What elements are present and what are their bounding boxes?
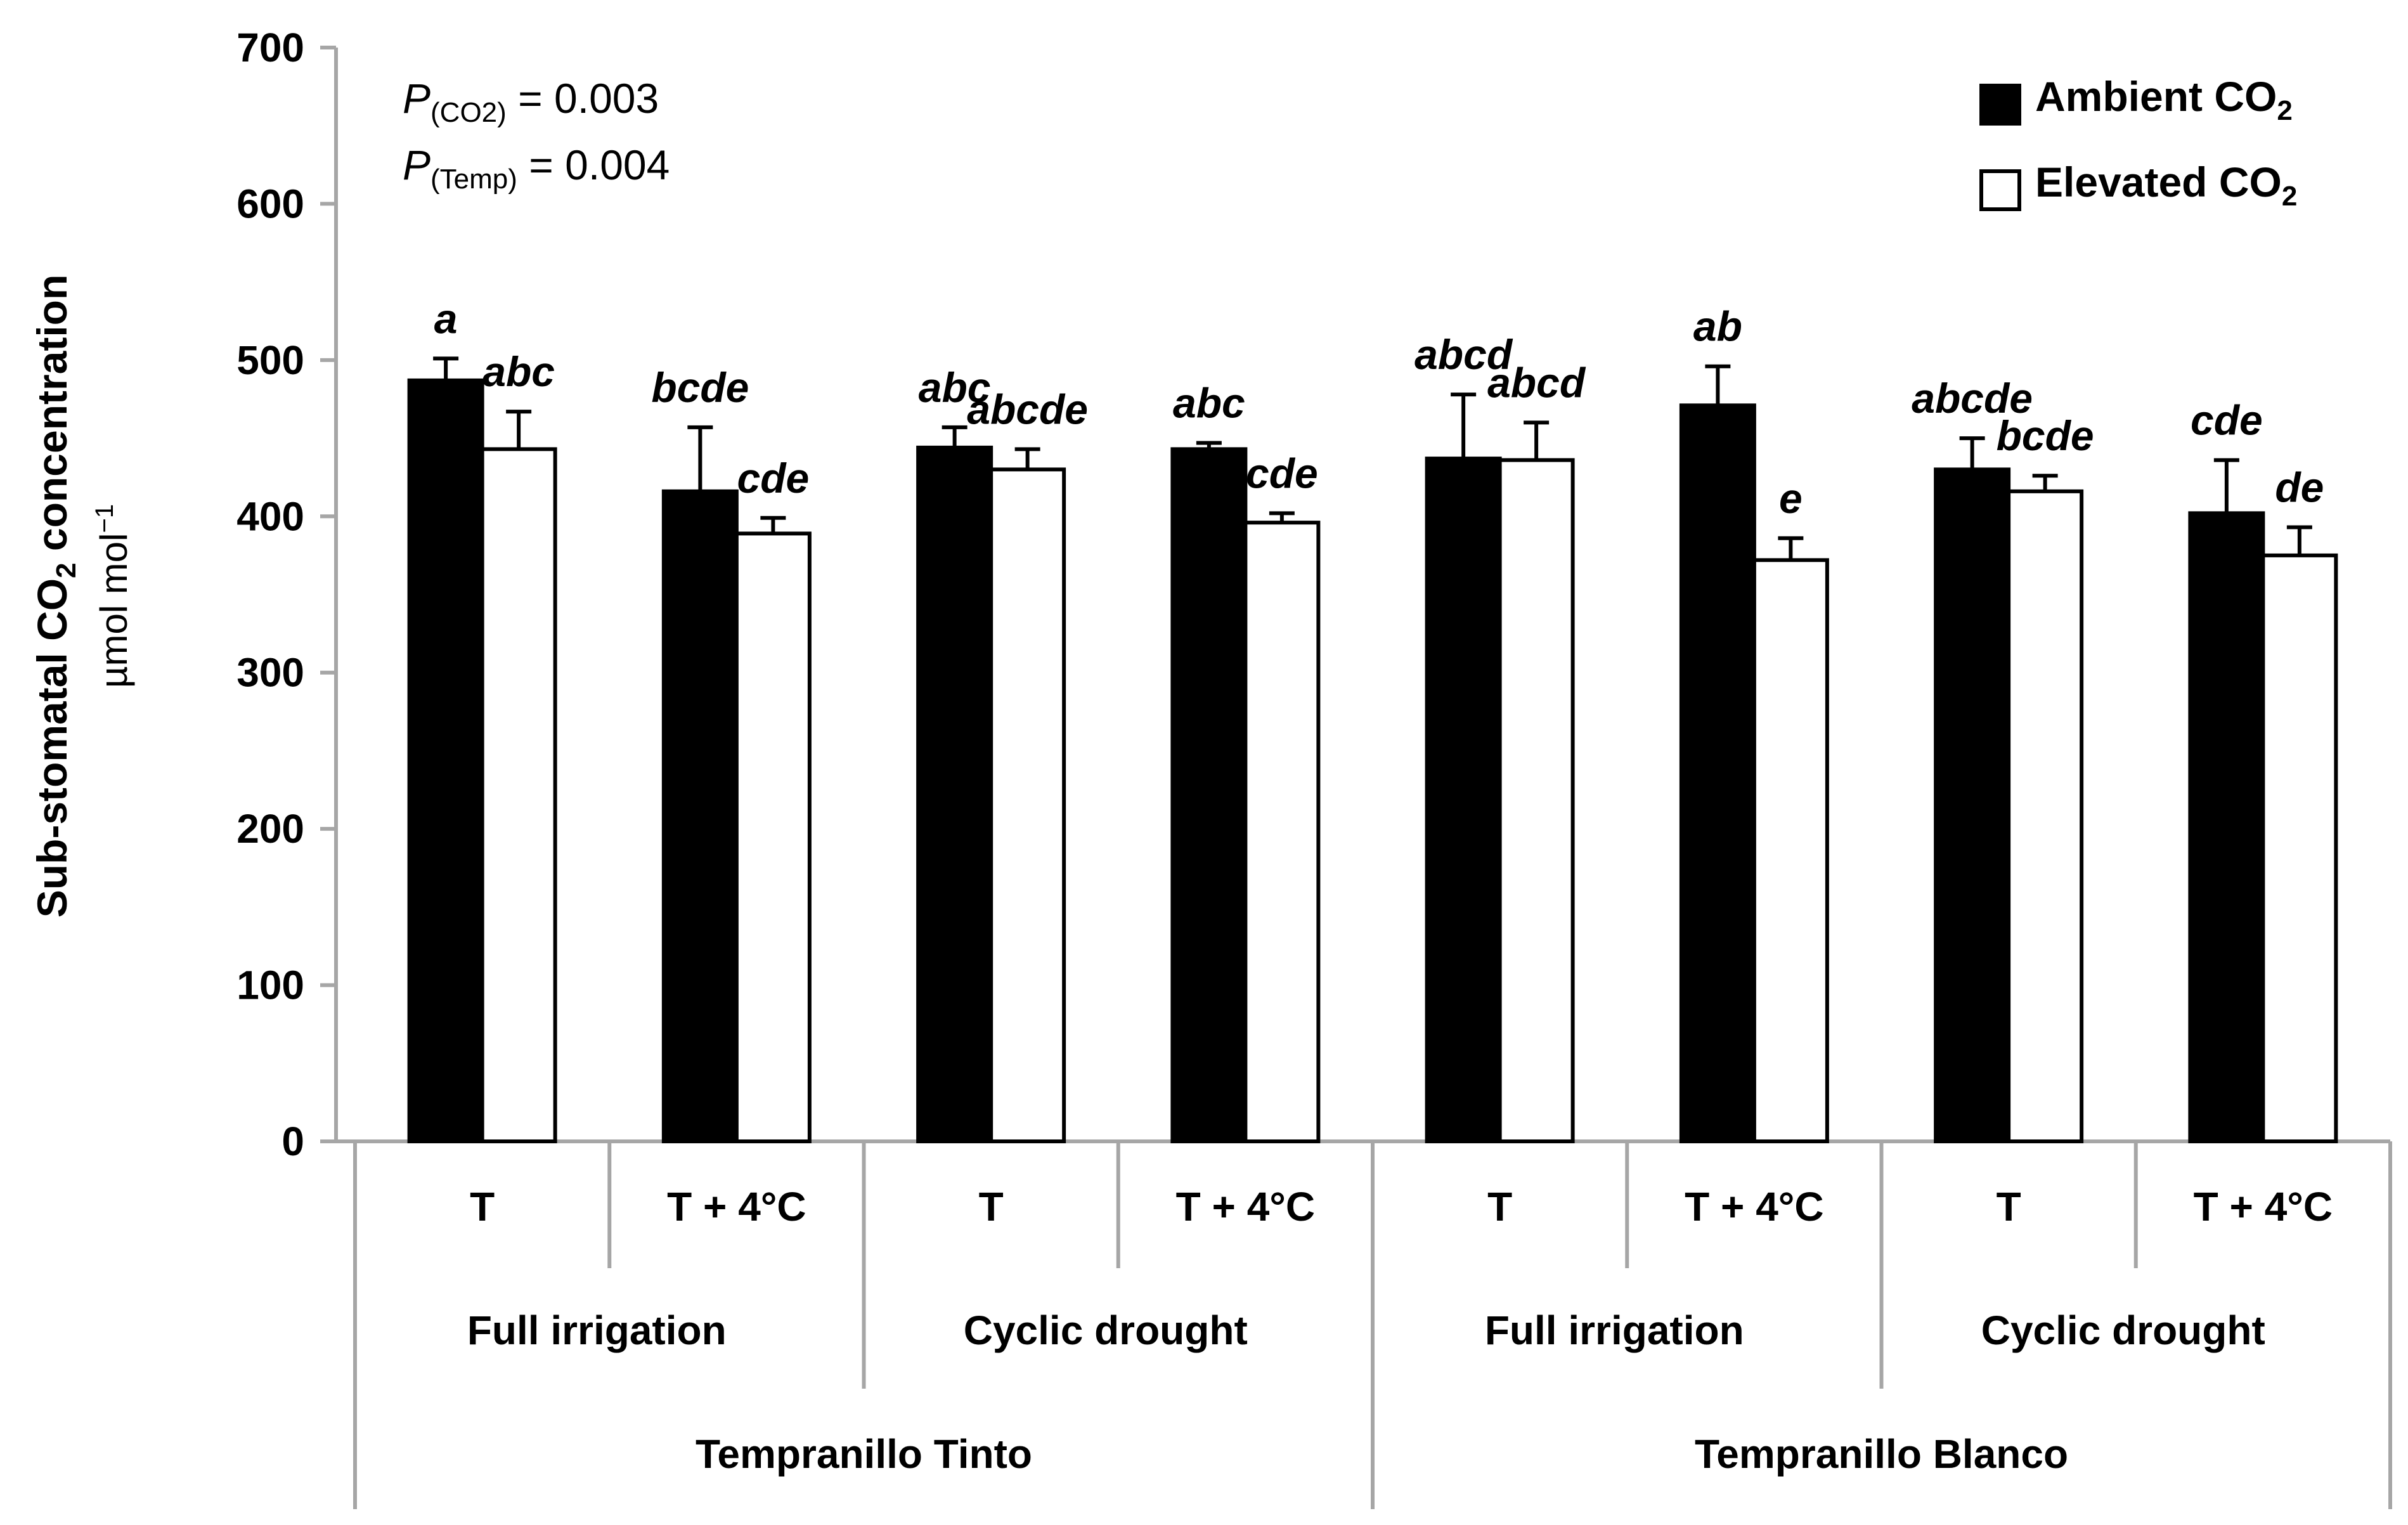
- significance-label-elevated: abcde: [967, 386, 1088, 432]
- y-axis-title: Sub-stomatal CO2 concentration: [29, 275, 82, 918]
- temperature-label: T: [1997, 1184, 2021, 1230]
- significance-label-elevated: cde: [737, 455, 810, 502]
- irrigation-label: Cyclic drought: [1981, 1308, 2265, 1353]
- y-tick-label: 500: [236, 337, 304, 383]
- bar-elevated: [734, 531, 812, 1143]
- temperature-label: T: [1487, 1184, 1512, 1230]
- bar-elevated: [989, 467, 1066, 1143]
- bar-ambient: [1679, 403, 1756, 1143]
- significance-label-elevated: bcde: [1997, 412, 2094, 459]
- y-tick-label: 700: [236, 25, 304, 70]
- bars: [407, 356, 2338, 1144]
- temperature-label: T: [979, 1184, 1004, 1230]
- cultivar-label: Tempranillo Tinto: [696, 1431, 1032, 1477]
- significance-label-elevated: de: [2275, 464, 2324, 511]
- bar-ambient: [1170, 447, 1248, 1143]
- y-tick-label: 0: [282, 1119, 304, 1164]
- bar-elevated: [2007, 489, 2084, 1143]
- significance-label-ambient: abc: [919, 364, 991, 411]
- bar-ambient: [1934, 467, 2011, 1143]
- irrigation-label: Cyclic drought: [964, 1308, 1248, 1353]
- bar-ambient: [407, 378, 484, 1144]
- legend-label: Elevated CO2: [2035, 159, 2297, 212]
- legend-swatch: [1979, 84, 2021, 126]
- temperature-label: T + 4°C: [1176, 1184, 1315, 1230]
- bar-ambient: [916, 445, 994, 1143]
- significance-label-ambient: cde: [2191, 397, 2263, 444]
- y-tick-label: 100: [236, 963, 304, 1008]
- bar-elevated: [1498, 458, 1575, 1143]
- legend-swatch: [1979, 169, 2021, 211]
- significance-label-elevated: cde: [1246, 450, 1318, 496]
- legend-label: Ambient CO2: [2035, 73, 2293, 126]
- bar-ambient: [2188, 511, 2265, 1143]
- significance-label-elevated: e: [1779, 475, 1803, 522]
- significance-label-elevated: abc: [482, 348, 555, 395]
- y-tick-label: 400: [236, 493, 304, 539]
- significance-label-ambient: abcde: [1912, 375, 2033, 422]
- temperature-label: T + 4°C: [2194, 1184, 2333, 1230]
- temperature-label: T + 4°C: [1685, 1184, 1823, 1230]
- legend: Ambient CO2 Elevated CO2: [1979, 73, 2297, 212]
- significance-label-ambient: ab: [1693, 303, 1742, 350]
- significance-label-ambient: abc: [1173, 379, 1245, 426]
- bar-ambient: [1425, 457, 1502, 1143]
- significance-label-ambient: a: [434, 295, 458, 342]
- stat-annotation: P(Temp) = 0.004: [403, 141, 670, 195]
- bar-elevated: [2261, 553, 2338, 1143]
- significance-label-elevated: abcd: [1487, 359, 1586, 406]
- significance-label-ambient: abcd: [1414, 331, 1513, 378]
- y-tick-label: 200: [236, 806, 304, 852]
- temperature-label: T + 4°C: [667, 1184, 806, 1230]
- significance-label-ambient: bcde: [651, 364, 749, 411]
- temperature-label: T: [470, 1184, 495, 1230]
- bar-elevated: [480, 447, 557, 1143]
- bar-ambient: [661, 489, 739, 1143]
- bar-elevated: [1752, 558, 1829, 1143]
- stat-annotation: P(CO2) = 0.003: [403, 75, 659, 128]
- y-tick-label: 600: [236, 181, 304, 226]
- y-tick-label: 300: [236, 650, 304, 696]
- bar-elevated: [1243, 521, 1321, 1143]
- irrigation-label: Full irrigation: [1485, 1308, 1744, 1353]
- irrigation-label: Full irrigation: [467, 1308, 727, 1353]
- cultivar-label: Tempranillo Blanco: [1695, 1431, 2068, 1477]
- y-axis-unit: µmol mol−1: [91, 504, 135, 688]
